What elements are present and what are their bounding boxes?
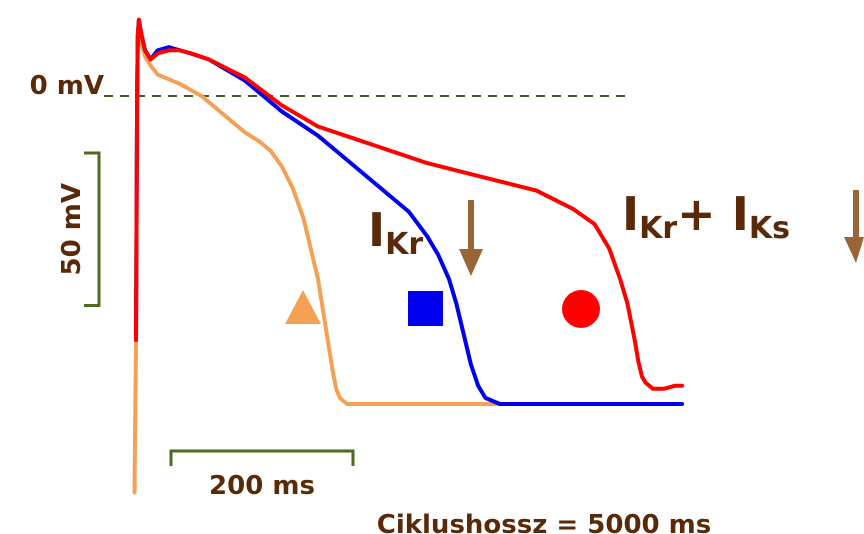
square-marker [408, 291, 443, 326]
circle-marker [562, 290, 600, 328]
ikr-label: IKr [368, 203, 423, 262]
trace-circle [134, 17, 684, 391]
ikr-main-2: I [622, 187, 639, 241]
down-arrow-icon [844, 190, 864, 263]
iks-subscript: Ks [749, 211, 790, 246]
zero-mv-label: 0 mV [30, 71, 104, 101]
ikr-subscript: Kr [385, 227, 423, 262]
time-scale-label: 200 ms [209, 471, 315, 501]
triangle-marker [285, 290, 321, 324]
voltage-scale-bar [84, 151, 101, 307]
ikr-main: I [368, 203, 385, 257]
trace-square [134, 17, 684, 406]
cycle-length-label: Ciklushossz = 5000 ms [377, 510, 712, 534]
time-scale-bar [169, 449, 355, 466]
plus-sign: + [677, 187, 732, 241]
iks-main: I [732, 187, 749, 241]
down-arrow-icon [459, 200, 483, 276]
voltage-scale-label: 50 mV [57, 183, 87, 275]
traces-group [132, 17, 684, 495]
ikr-subscript-2: Kr [639, 211, 677, 246]
ikr-iks-label: IKr+ IKs [622, 187, 790, 246]
trace-triangle [132, 17, 684, 495]
